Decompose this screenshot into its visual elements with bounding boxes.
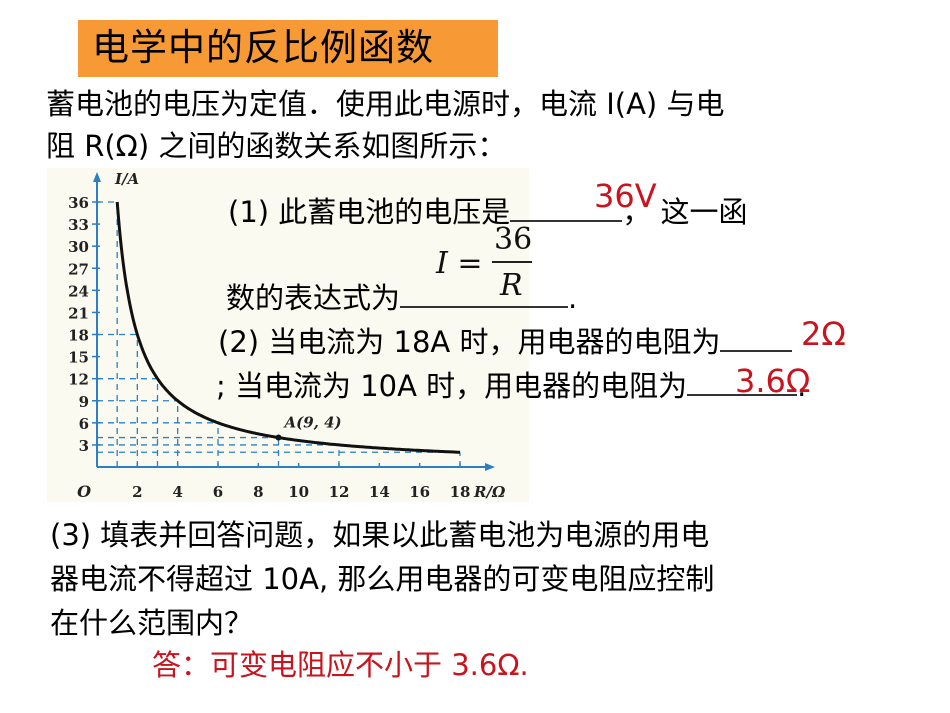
svg-text:12: 12 <box>329 483 350 501</box>
page-title: 电学中的反比例函数 <box>92 26 434 69</box>
svg-text:10: 10 <box>288 483 309 501</box>
q2-answer-2: 3.6Ω <box>735 362 811 400</box>
q2-answer-1: 2Ω <box>801 315 846 353</box>
svg-text:27: 27 <box>68 260 89 278</box>
svg-text:R/Ω: R/Ω <box>473 483 506 501</box>
svg-text:21: 21 <box>68 304 89 322</box>
svg-text:36: 36 <box>68 194 89 212</box>
q2-line1-text: (2) 当电流为 18A 时，用电器的电阻为 <box>218 325 721 359</box>
title-banner <box>78 20 498 77</box>
svg-text:I/A: I/A <box>114 170 139 188</box>
svg-text:18: 18 <box>450 483 471 501</box>
formula-denominator: R <box>500 268 523 303</box>
q3-line-2: 器电流不得超过 10A, 那么用电器的可变电阻应控制 <box>50 562 715 596</box>
q2-line-2: ; 当电流为 10A 时，用电器的电阻为. <box>216 366 806 406</box>
svg-text:6: 6 <box>213 483 223 501</box>
svg-text:12: 12 <box>68 371 89 389</box>
svg-text:24: 24 <box>68 282 89 300</box>
q3-line-3: 在什么范围内？ <box>50 606 254 640</box>
svg-text:9: 9 <box>79 393 89 411</box>
svg-text:2: 2 <box>132 483 142 501</box>
q1-line2-prefix: 数的表达式为 <box>226 281 401 315</box>
q1-prefix: (1) 此蓄电池的电压是 <box>228 195 511 229</box>
q1-formula-blank <box>400 278 569 308</box>
formula-lhs: I = <box>436 246 483 281</box>
svg-text:14: 14 <box>369 483 390 501</box>
svg-text:15: 15 <box>68 349 89 367</box>
q2-line2-text: ; 当电流为 10A 时，用电器的电阻为 <box>216 369 688 403</box>
q1-suffix: ， 这一函 <box>622 195 748 229</box>
q1-line-1: (1) 此蓄电池的电压是 ， 这一函 <box>228 192 748 232</box>
svg-text:16: 16 <box>409 483 430 501</box>
q1-line2-suffix: . <box>568 281 578 315</box>
svg-text:A(9, 4): A(9, 4) <box>283 414 342 432</box>
svg-text:3: 3 <box>79 437 89 455</box>
svg-text:18: 18 <box>68 327 89 345</box>
graph-figure: 3 6 9 12 15 18 21 24 27 30 33 36 2 4 6 8 10 12 14 16 18 O I/A R… <box>47 168 529 502</box>
q1-line-2: 数的表达式为. <box>226 278 577 318</box>
svg-text:33: 33 <box>68 216 89 234</box>
q1-voltage-answer: 36V <box>594 177 657 215</box>
intro-line-2: 阻 R(Ω) 之间的函数关系如图所示： <box>46 129 507 163</box>
q2-line-1: (2) 当电流为 18A 时，用电器的电阻为 <box>218 322 793 362</box>
q2-line2-suffix: . <box>797 369 807 403</box>
q3-answer: 答：可变电阻应不小于 3.6Ω. <box>152 648 529 682</box>
q2-blank-2 <box>687 366 798 396</box>
svg-text:8: 8 <box>253 483 263 501</box>
intro-line-1: 蓄电池的电压为定值．使用此电源时，电流 I(A) 与电 <box>46 87 725 121</box>
q1-voltage-blank <box>510 192 623 222</box>
svg-text:30: 30 <box>68 238 89 256</box>
formula-numerator: 36 <box>494 222 533 257</box>
q2-blank-1 <box>720 322 793 352</box>
fraction-bar <box>492 261 532 263</box>
svg-text:6: 6 <box>79 415 89 433</box>
svg-text:O: O <box>77 482 91 501</box>
q3-line-1: (3) 填表并回答问题，如果以此蓄电池为电源的用电 <box>50 518 710 552</box>
svg-text:4: 4 <box>172 483 182 501</box>
